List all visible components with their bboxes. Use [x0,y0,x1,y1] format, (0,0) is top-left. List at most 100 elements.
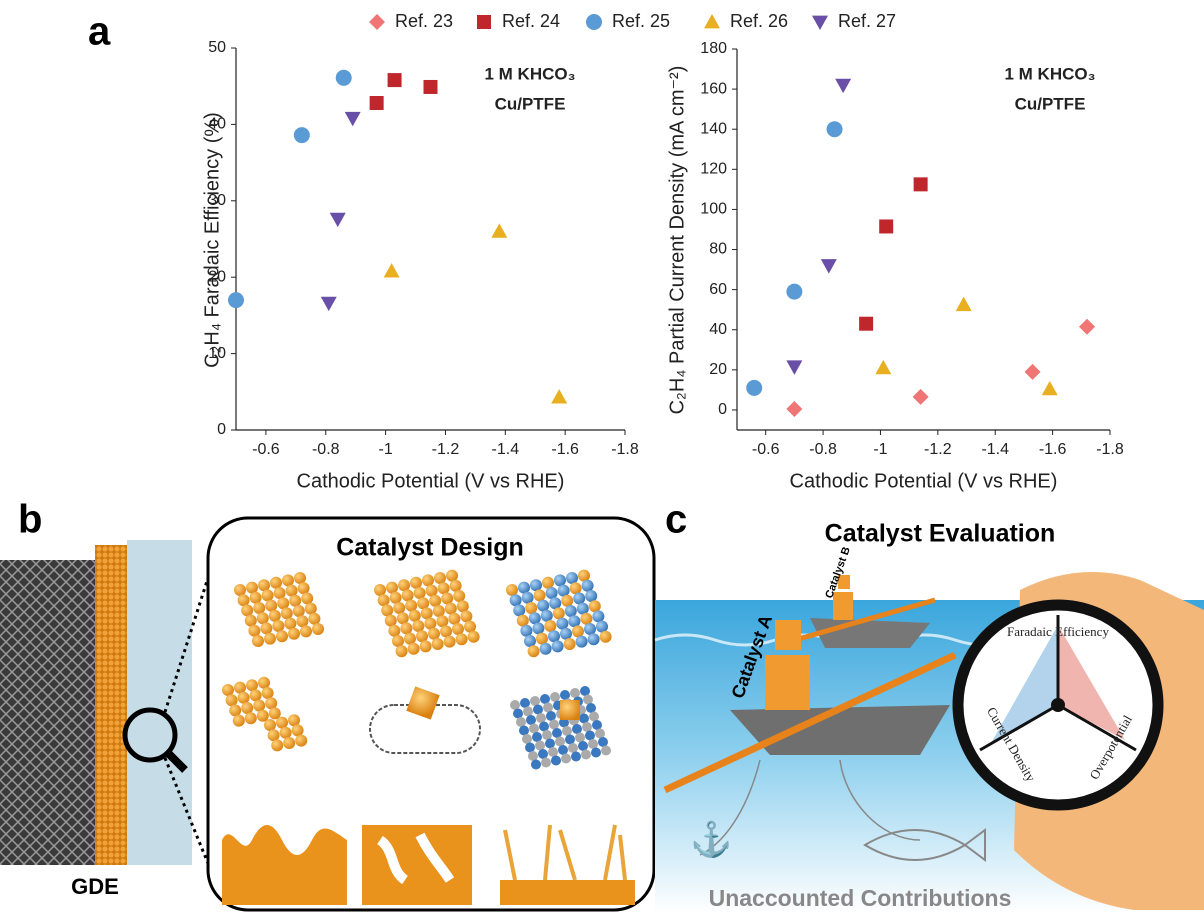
atom [556,618,568,630]
atom [277,597,289,609]
legend-label: Ref. 27 [838,11,896,31]
atom [570,582,582,594]
atom [545,739,555,749]
data-point [914,177,928,191]
gde-layer [0,560,100,865]
atom [600,631,612,643]
atom [265,697,277,709]
y-tick-label: 0 [217,421,226,438]
atom [543,703,553,713]
atom [271,739,283,751]
atom [250,592,262,604]
atom [281,607,293,619]
atom [550,692,560,702]
atom [561,754,571,764]
atom [506,584,518,596]
atom [583,695,593,705]
atom [530,579,542,591]
y-tick-label: 140 [700,120,727,137]
x-tick-label: -1 [873,441,887,458]
legend-label: Ref. 25 [612,11,670,31]
atom [453,590,465,602]
atom [269,610,281,622]
catalyst-layer [95,545,127,865]
x-axis-label: Cathodic Potential (V vs RHE) [297,470,565,492]
atom [229,704,241,716]
atom [552,640,564,652]
particle [560,700,580,720]
data-point [330,213,346,227]
panel-label: c [665,498,687,542]
atom [456,633,468,645]
atom [554,574,566,586]
atom [276,630,288,642]
atom [393,602,405,614]
paddler [775,620,801,650]
atom [544,620,556,632]
atom [276,717,288,729]
data-point [746,380,762,396]
atom [308,613,320,625]
atom [238,594,250,606]
atom [517,615,529,627]
annotation: Cu/PTFE [1015,94,1086,113]
atom [519,726,529,736]
atom [589,600,601,612]
design-title: Catalyst Design [336,534,524,562]
data-point [821,259,837,273]
x-tick-label: -0.6 [752,441,780,458]
atom [429,595,441,607]
charts: 01020304050-0.6-0.8-1-1.2-1.4-1.6-1.8Cat… [201,11,1124,493]
x-tick-label: -1.2 [432,441,460,458]
annotation: 1 M KHCO₃ [485,64,576,83]
atom [538,749,548,759]
x-axis-label: Cathodic Potential (V vs RHE) [790,470,1058,492]
atom [578,741,588,751]
legend-marker [586,14,602,30]
atom [576,636,588,648]
atom [253,700,265,712]
atom [264,633,276,645]
atom [598,737,608,747]
y-tick-label: 160 [700,80,727,97]
atom [400,622,412,634]
atom [457,600,469,612]
atom [402,589,414,601]
atom [274,587,286,599]
atom [428,628,440,640]
boat-label: Catalyst B [823,545,853,600]
atom [440,625,452,637]
data-point [370,96,384,110]
electrolyte-layer [127,540,192,865]
atom [294,572,306,584]
atom [272,620,284,632]
legend-marker [704,14,720,28]
atom [444,636,456,648]
atom [258,579,270,591]
atom [513,604,525,616]
atom [234,584,246,596]
atom [601,746,611,756]
y-tick-label: 180 [700,40,727,57]
atom [412,620,424,632]
atom [553,607,565,619]
atom [460,610,472,622]
x-tick-label: -0.8 [809,441,837,458]
atom [572,625,584,637]
y-tick-label: 80 [709,241,727,258]
atom [595,729,605,739]
atom [535,741,545,751]
x-tick-label: -1.2 [924,441,952,458]
atom [262,687,274,699]
atom [565,735,575,745]
gde-label: GDE [71,874,119,899]
atom [560,690,570,700]
legend-marker [477,15,491,29]
panel-b: GDE Catalyst Design [0,518,654,910]
atom [262,589,274,601]
atom [522,734,532,744]
atom [552,728,562,738]
y-tick-label: 0 [718,401,727,418]
atom [540,643,552,655]
data-point [913,389,929,405]
